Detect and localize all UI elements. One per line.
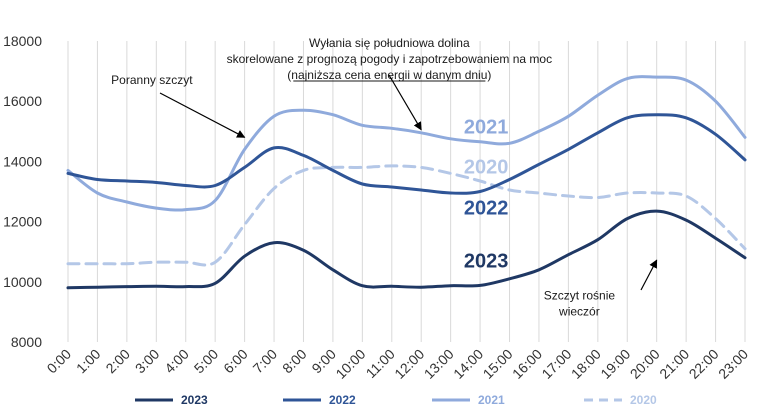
annotation-arrow: [388, 74, 422, 131]
series-label: 2023: [464, 250, 509, 272]
x-tick-label: 2:00: [102, 346, 133, 377]
annotation-text: wieczór: [558, 304, 600, 318]
y-tick-label: 18000: [3, 33, 42, 49]
x-tick-label: 14:00: [450, 346, 486, 382]
x-tick-label: 8:00: [279, 346, 310, 377]
annotation-text: Poranny szczyt: [111, 73, 193, 87]
legend-label: 2021: [478, 393, 505, 407]
x-tick-label: 12:00: [391, 346, 427, 382]
y-tick-label: 8000: [11, 334, 42, 350]
x-tick-label: 16:00: [509, 346, 545, 382]
x-tick-label: 17:00: [538, 346, 574, 382]
legend-label: 2023: [181, 393, 208, 407]
legend: 2023 2022 2021 2020: [135, 393, 657, 407]
x-tick-label: 22:00: [686, 346, 722, 382]
x-tick-label: 0:00: [44, 346, 75, 377]
annotation-text: skorelowane z prognozą pogody i zapotrze…: [227, 52, 553, 66]
y-axis: 8000 10000 12000 14000 16000 18000: [3, 33, 42, 350]
x-tick-label: 19:00: [597, 346, 633, 382]
series-line-2021: [66, 75, 747, 212]
annotations: Wyłania się południowa dolina skorelowane…: [111, 36, 658, 318]
y-tick-label: 14000: [3, 153, 42, 169]
series-label: 2022: [464, 198, 509, 220]
legend-label: 2020: [630, 393, 657, 407]
x-tick-label: 3:00: [132, 346, 163, 377]
y-tick-label: 12000: [3, 214, 42, 230]
x-tick-label: 18:00: [568, 346, 604, 382]
series-line-2022: [66, 113, 747, 195]
x-tick-label: 7:00: [250, 346, 281, 377]
x-tick-label: 4:00: [161, 346, 192, 377]
y-tick-label: 16000: [3, 93, 42, 109]
x-tick-label: 6:00: [220, 346, 251, 377]
annotation-arrow: [640, 259, 658, 291]
series-labels: 2021 2020 2022 2023: [464, 117, 509, 273]
x-tick-label: 11:00: [363, 346, 399, 382]
plot-lines: [66, 75, 747, 290]
x-tick-label: 15:00: [480, 346, 516, 382]
x-tick-label: 20:00: [627, 346, 663, 382]
y-tick-label: 10000: [3, 274, 42, 290]
x-axis: 0:001:002:003:004:005:006:007:008:009:00…: [44, 346, 752, 382]
annotation-text: Szczyt rośnie: [544, 288, 616, 302]
annotation-text: Wyłania się południowa dolina: [309, 36, 470, 50]
series-label: 2020: [464, 156, 509, 178]
series-label: 2021: [464, 117, 509, 139]
x-tick-label: 5:00: [191, 346, 222, 377]
series-line-2020: [66, 164, 747, 267]
x-tick-label: 23:00: [715, 346, 751, 382]
legend-label: 2022: [329, 393, 356, 407]
x-tick-label: 10:00: [332, 346, 368, 382]
x-tick-label: 21:00: [656, 346, 692, 382]
annotation-arrow: [159, 92, 246, 138]
x-tick-label: 13:00: [421, 346, 457, 382]
series-line-2023: [66, 209, 747, 290]
x-tick-label: 1:00: [73, 346, 104, 377]
